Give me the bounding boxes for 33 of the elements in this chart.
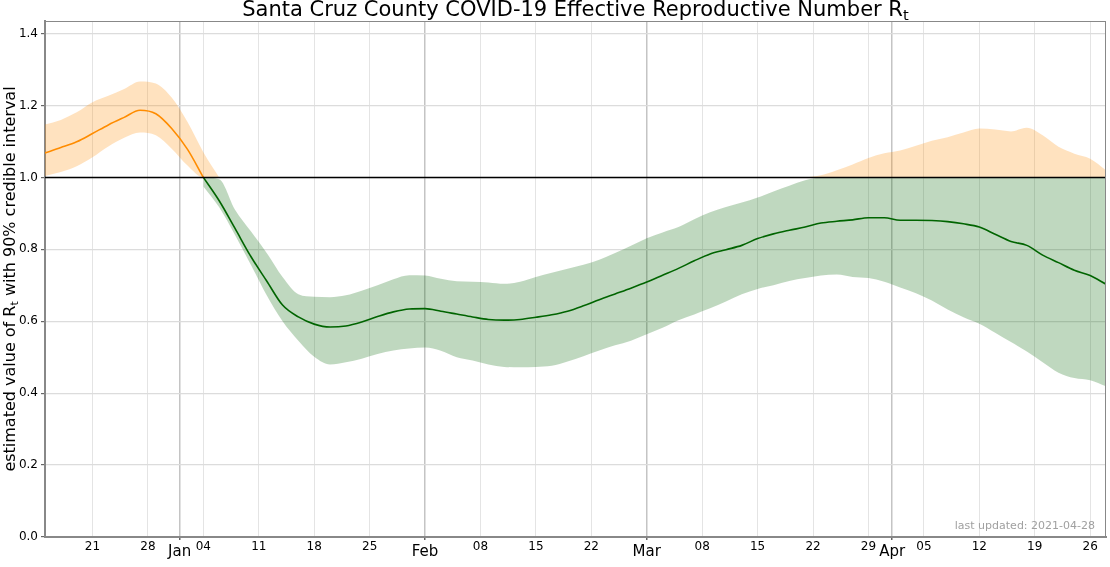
x-tick-label: 28 xyxy=(140,539,156,554)
line-series xyxy=(45,109,205,179)
y-tick-label: 1.4 xyxy=(18,25,38,40)
x-tick-label: 29 xyxy=(860,539,877,554)
x-tick-label: 21 xyxy=(84,539,101,554)
y-tick-label: 0.2 xyxy=(18,457,38,472)
x-tick-label: Feb xyxy=(411,541,439,560)
y-tick-label: 1.2 xyxy=(18,97,38,112)
x-tick-label: 05 xyxy=(916,539,932,554)
chart-title: Santa Cruz County COVID-19 Effective Reproductive Number R$_{t}$ xyxy=(241,0,910,23)
y-tick-label: 0.4 xyxy=(18,385,38,400)
x-tick-label: 08 xyxy=(694,539,710,554)
annotation: last updated: 2021-04-28 xyxy=(954,519,1095,533)
x-tick-label: 15 xyxy=(749,539,766,554)
x-tick-label: Apr xyxy=(879,541,907,560)
x-tick-label: Mar xyxy=(632,541,662,560)
line-series xyxy=(202,176,1106,328)
x-tick-label: 26 xyxy=(1082,539,1098,554)
x-tick-label: 11 xyxy=(251,539,267,554)
x-tick-label: 22 xyxy=(583,539,599,554)
x-tick-label: 08 xyxy=(472,539,489,554)
x-tick-label: 04 xyxy=(195,539,211,554)
x-tick-label: 25 xyxy=(361,539,378,554)
y-tick-label: 0.0 xyxy=(18,529,38,544)
x-tick-label: 18 xyxy=(306,539,322,554)
x-tick-label: 12 xyxy=(971,539,987,554)
y-tick-label: 1.0 xyxy=(18,169,38,184)
x-tick-label: 19 xyxy=(1027,539,1043,554)
y-tick-label: 0.6 xyxy=(18,313,38,328)
y-tick-label: 0.8 xyxy=(18,241,38,256)
x-tick-label: 15 xyxy=(528,539,544,554)
x-tick-label: Jan xyxy=(167,541,192,560)
x-tick-label: 22 xyxy=(805,539,821,554)
